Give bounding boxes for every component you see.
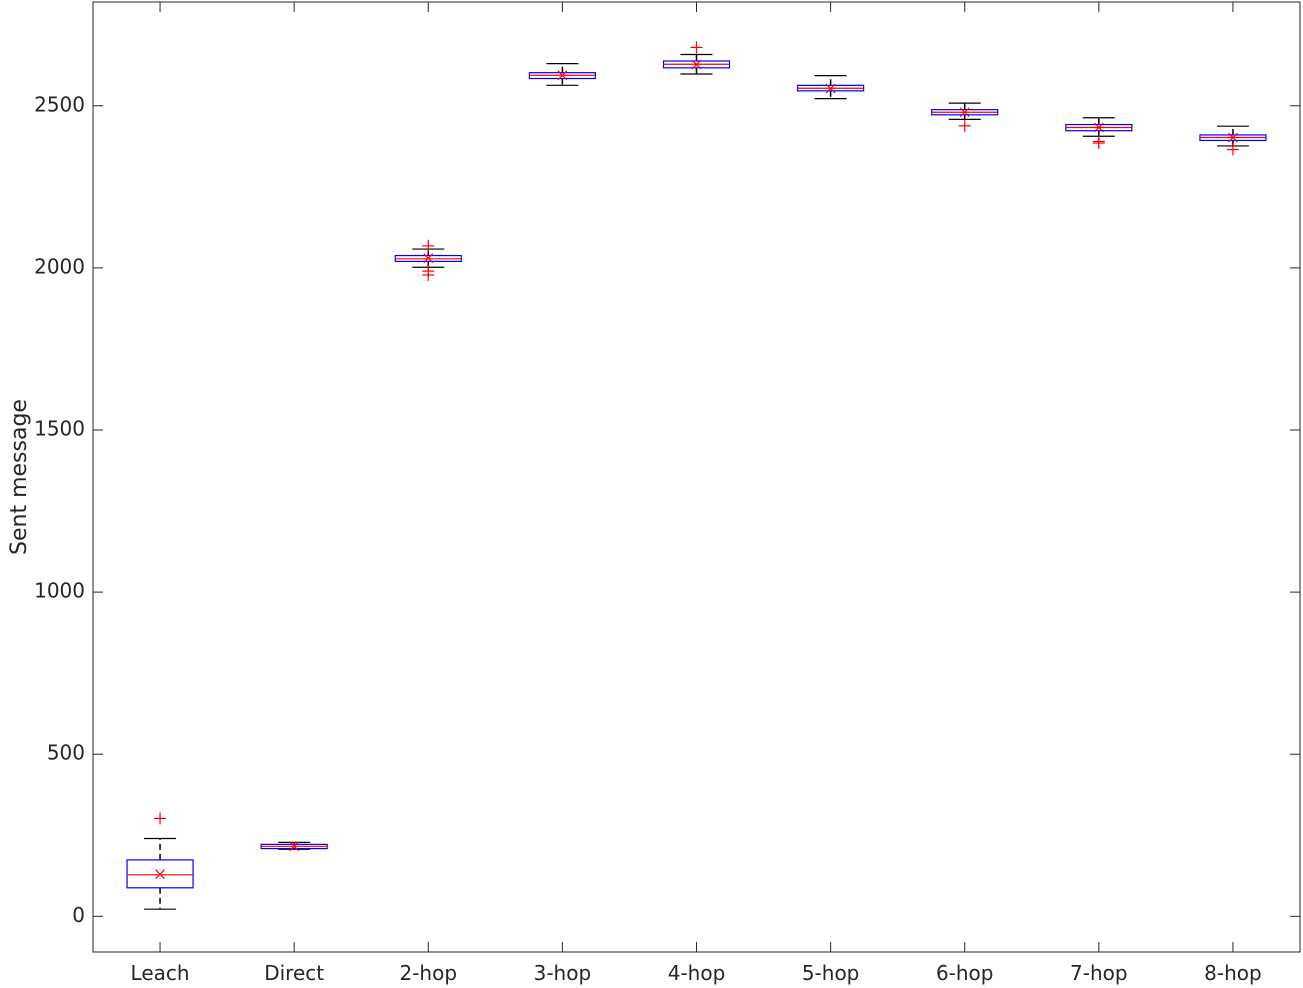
box-3-hop	[528, 63, 596, 86]
mean-marker-stroke	[691, 59, 702, 70]
mean-marker	[1228, 132, 1238, 143]
mean-marker-stroke	[289, 841, 300, 852]
box-6-hop	[931, 102, 999, 132]
box-8-hop	[1199, 125, 1267, 156]
outlier-marker	[154, 812, 167, 825]
x-tick-label: Leach	[131, 961, 190, 985]
outlier-marker	[422, 269, 435, 282]
x-tick-label: 6-hop	[936, 961, 994, 985]
y-axis-label: Sent message	[7, 399, 32, 555]
y-tick-label: 500	[47, 741, 85, 765]
x-tick-label: 7-hop	[1070, 961, 1128, 985]
x-tick-label: Direct	[264, 961, 324, 985]
x-tick-label: 5-hop	[802, 961, 860, 985]
x-tick-label: 4-hop	[668, 961, 726, 985]
box-5-hop	[797, 75, 865, 100]
mean-marker	[959, 107, 970, 118]
x-tick-label: 8-hop	[1204, 961, 1262, 985]
mean-marker	[557, 70, 568, 81]
outlier-marker	[1092, 137, 1105, 150]
mean-marker-stroke	[155, 869, 165, 880]
y-axis: 0 500 1000 1500 2000 2500	[34, 92, 1300, 927]
mean-marker	[155, 869, 165, 880]
box-direct	[260, 841, 328, 852]
y-tick-label: 1000	[34, 579, 85, 603]
box-2-hop	[394, 239, 462, 282]
mean-marker-stroke	[959, 107, 970, 118]
mean-marker-stroke	[557, 70, 568, 81]
y-tick-label: 2500	[34, 92, 85, 116]
x-axis: Leach Direct 2-hop 3-hop 4-hop 5-hop 6-hop 7-ho…	[131, 2, 1262, 985]
mean-marker	[289, 841, 300, 852]
box-iqr	[126, 859, 194, 889]
mean-marker	[691, 59, 702, 70]
box-4-hop	[662, 41, 731, 75]
outlier-marker	[422, 239, 435, 252]
box-7-hop	[1065, 117, 1133, 150]
x-tick-label: 2-hop	[399, 961, 457, 985]
outlier-marker	[958, 119, 971, 132]
outlier-marker	[690, 41, 703, 54]
mean-marker	[825, 83, 836, 94]
mean-marker	[1093, 122, 1104, 133]
plot-area	[92, 1, 1301, 953]
y-tick-label: 0	[72, 903, 85, 927]
box-leach	[126, 812, 194, 910]
outlier-marker	[1226, 143, 1239, 156]
mean-marker-stroke	[1093, 122, 1104, 133]
box-series	[126, 41, 1267, 910]
mean-marker-stroke	[1228, 132, 1238, 143]
x-tick-label: 3-hop	[534, 961, 592, 985]
mean-marker-stroke	[423, 253, 434, 264]
mean-marker	[423, 253, 434, 264]
y-tick-label: 2000	[34, 254, 85, 278]
mean-marker-stroke	[825, 83, 836, 94]
y-tick-label: 1500	[34, 416, 85, 440]
